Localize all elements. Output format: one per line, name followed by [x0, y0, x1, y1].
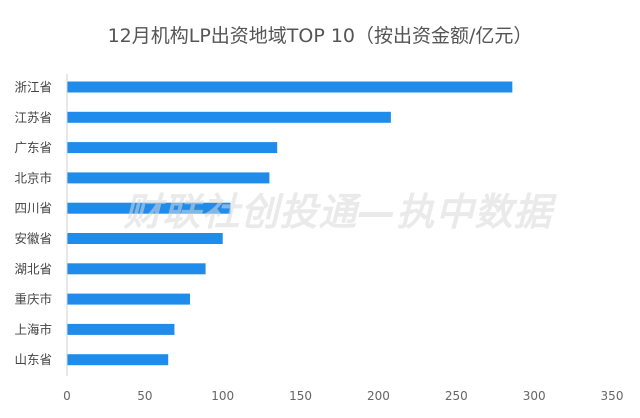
category-label-1: 浙江省 — [14, 80, 52, 95]
bar-6 — [67, 233, 223, 244]
bar-10 — [67, 354, 169, 366]
bar-3 — [67, 142, 278, 154]
x-axis-ticks: 0 50 100 150 200 250 300 350 — [63, 389, 623, 403]
x-tick-label-0: 0 — [63, 389, 71, 403]
bar-5 — [67, 202, 231, 214]
category-label-6: 安徽省 — [14, 231, 52, 246]
bar-2 — [67, 111, 391, 123]
watermark: 财联社创投通—执中数据 — [123, 190, 557, 234]
bar-4 — [67, 172, 270, 184]
chart-title: 12月机构LP出资地域TOP 10（按出资金额/亿元） — [107, 25, 533, 47]
bar-7 — [67, 263, 206, 275]
category-label-5: 四川省 — [14, 201, 52, 216]
bar-9 — [67, 323, 175, 335]
bars-group — [67, 81, 513, 366]
category-label-10: 山东省 — [14, 352, 52, 367]
category-label-9: 上海市 — [14, 322, 52, 337]
x-tick-label-300: 300 — [523, 389, 546, 403]
x-tick-label-350: 350 — [601, 389, 624, 403]
bar-8 — [67, 293, 191, 305]
category-label-2: 江苏省 — [14, 110, 52, 125]
x-tick-label-200: 200 — [367, 389, 390, 403]
x-tick-label-250: 250 — [445, 389, 468, 403]
x-tick-label-150: 150 — [289, 389, 312, 403]
category-label-3: 广东省 — [14, 140, 52, 155]
category-label-4: 北京市 — [14, 170, 52, 185]
category-label-7: 湖北省 — [14, 261, 52, 276]
x-tick-label-50: 50 — [137, 389, 152, 403]
x-tick-label-100: 100 — [211, 389, 234, 403]
category-label-8: 重庆市 — [14, 292, 52, 307]
bar-1 — [67, 81, 513, 93]
